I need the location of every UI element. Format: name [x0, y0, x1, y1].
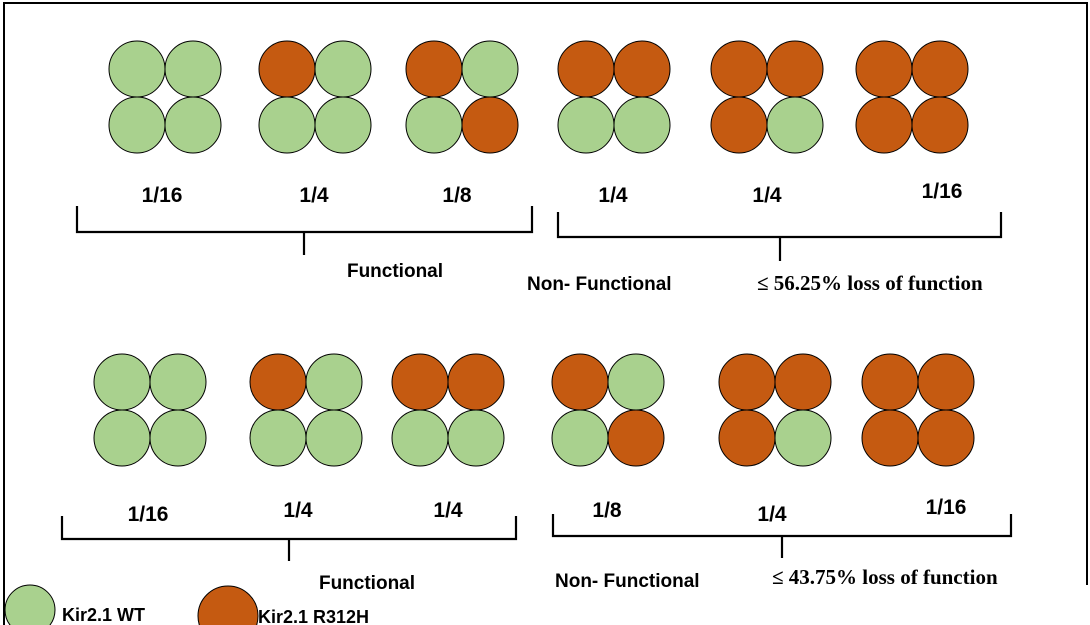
mutant-subunit: [911, 96, 969, 154]
legend-mutant-swatch: [197, 585, 259, 625]
mutant-subunit: [391, 353, 449, 411]
nonfunctional-label: Non- Functional: [527, 274, 672, 295]
mutant-subunit: [710, 40, 768, 98]
mutant-subunit: [774, 353, 832, 411]
fraction-label: 1/4: [752, 184, 782, 207]
tetramer: [391, 353, 505, 467]
fraction-label: 1/4: [757, 503, 787, 526]
wt-subunit: [405, 96, 463, 154]
wt-subunit: [108, 40, 166, 98]
fraction-label: 1/16: [142, 184, 183, 207]
tetramer: [108, 40, 222, 154]
mutant-subunit: [917, 353, 975, 411]
wt-subunit: [766, 96, 824, 154]
wt-subunit: [613, 96, 671, 154]
fraction-label: 1/4: [433, 499, 463, 522]
wt-subunit: [447, 409, 505, 467]
loss-of-function-label: ≤ 56.25% loss of function: [757, 271, 983, 295]
functional-label: Functional: [347, 261, 443, 282]
tetramer-group: [93, 40, 975, 467]
mutant-subunit: [258, 40, 316, 98]
mutant-subunit: [710, 96, 768, 154]
fraction-label: 1/4: [299, 184, 329, 207]
mutant-subunit: [861, 409, 919, 467]
fraction-label: 1/8: [442, 184, 472, 207]
mutant-subunit: [447, 353, 505, 411]
fraction-label: 1/16: [128, 503, 169, 526]
mutant-subunit: [551, 353, 609, 411]
wt-subunit: [314, 40, 372, 98]
tetramer: [861, 353, 975, 467]
mutant-subunit: [557, 40, 615, 98]
tetramer: [557, 40, 671, 154]
wt-subunit: [108, 96, 166, 154]
wt-subunit: [164, 40, 222, 98]
nonfunctional-label: Non- Functional: [555, 571, 700, 592]
mutant-subunit: [405, 40, 463, 98]
wt-subunit: [305, 409, 363, 467]
nonfunctional-bracket: [556, 212, 1003, 239]
fraction-label: 1/16: [922, 180, 963, 203]
fraction-label: 1/4: [598, 184, 628, 207]
legend-mutant-label: Kir2.1 R312H: [258, 607, 369, 625]
mutant-subunit: [855, 40, 913, 98]
wt-subunit: [258, 96, 316, 154]
functional-label: Functional: [319, 573, 415, 594]
mutant-subunit: [911, 40, 969, 98]
fraction-label: 1/16: [926, 496, 967, 519]
tetramer: [93, 353, 207, 467]
mutant-subunit: [718, 353, 776, 411]
mutant-subunit: [607, 409, 665, 467]
wt-subunit: [551, 409, 609, 467]
wt-subunit: [607, 353, 665, 411]
wt-subunit: [461, 40, 519, 98]
legend-wt-label: Kir2.1 WT: [62, 605, 145, 625]
mutant-subunit: [917, 409, 975, 467]
fraction-label: 1/8: [592, 499, 622, 522]
tetramer: [710, 40, 824, 154]
wt-subunit: [149, 353, 207, 411]
wt-subunit: [164, 96, 222, 154]
mutant-subunit: [718, 409, 776, 467]
loss-of-function-label: ≤ 43.75% loss of function: [772, 565, 998, 589]
wt-subunit: [774, 409, 832, 467]
mutant-subunit: [613, 40, 671, 98]
legend-wt-swatch: [4, 584, 56, 625]
wt-subunit: [149, 409, 207, 467]
mutant-subunit: [861, 353, 919, 411]
tetramer: [855, 40, 969, 154]
tetramer: [718, 353, 832, 467]
mutant-subunit: [855, 96, 913, 154]
wt-subunit: [93, 409, 151, 467]
mutant-subunit: [461, 96, 519, 154]
tetramer: [405, 40, 519, 154]
figure-frame: [3, 2, 1088, 625]
wt-subunit: [305, 353, 363, 411]
wt-subunit: [249, 409, 307, 467]
wt-subunit: [93, 353, 151, 411]
mutant-subunit: [249, 353, 307, 411]
functional-bracket: [75, 206, 534, 234]
tetramer: [249, 353, 363, 467]
wt-subunit: [391, 409, 449, 467]
tetramer: [551, 353, 665, 467]
wt-subunit: [557, 96, 615, 154]
mutant-subunit: [766, 40, 824, 98]
fraction-label: 1/4: [283, 499, 313, 522]
tetramer: [258, 40, 372, 154]
wt-subunit: [314, 96, 372, 154]
